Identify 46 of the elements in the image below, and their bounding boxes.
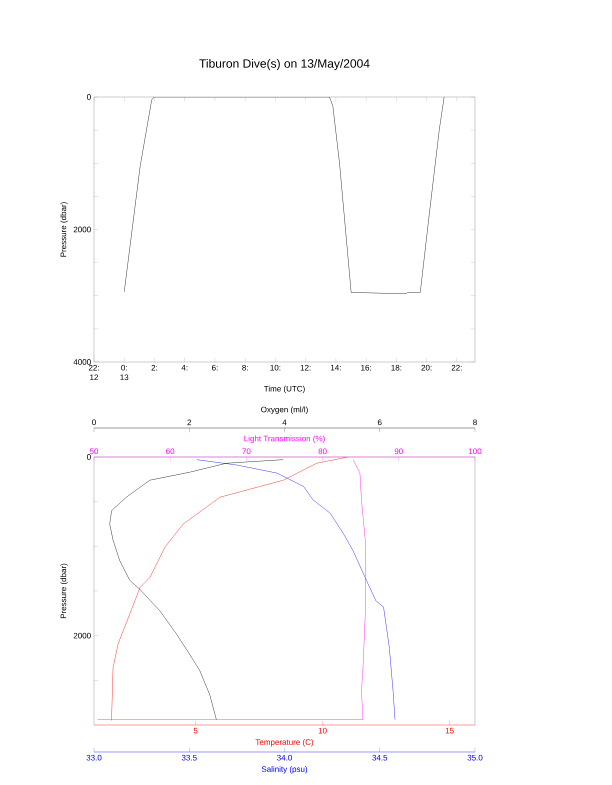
- y-tick-label: 4000: [74, 359, 91, 365]
- y-axis-title: Pressure (dbar): [60, 564, 68, 618]
- x-tick-label: 22: 12: [88, 364, 99, 380]
- x-tick-label: 33.5: [182, 754, 197, 761]
- x2-tick-label: 2: [187, 420, 192, 426]
- x-tick-label: 18:: [391, 364, 402, 371]
- y-tick-label: 2000: [74, 226, 91, 232]
- x2-tick-label: 50: [90, 448, 98, 454]
- line-series: [124, 97, 444, 294]
- x2-tick-label: 90: [394, 448, 403, 454]
- x2-tick-label: 8: [473, 419, 477, 426]
- y-tick-label: 2000: [74, 632, 91, 638]
- x-tick-label: 10: [318, 728, 327, 734]
- x-tick-label: 34.5: [372, 754, 388, 761]
- x-tick-label: 35.0: [468, 754, 482, 761]
- x2-tick-label: 6: [378, 419, 382, 426]
- x2-axis-title: Light Transmission (%): [244, 435, 325, 443]
- x-tick-label: 14:: [330, 364, 341, 370]
- y-axis-title: Pressure (dbar): [60, 202, 68, 257]
- x-tick-label: 6:: [212, 364, 218, 371]
- x2-tick-label: 100: [468, 448, 482, 454]
- x-tick-label: 12:: [300, 364, 310, 370]
- x-axis-title: Salinity (psu): [262, 766, 308, 774]
- x-tick-label: 4:: [182, 364, 188, 370]
- x-tick-label: 5: [194, 728, 198, 734]
- x-tick-label: 0: 13: [120, 364, 128, 380]
- x-tick-label: 22:: [452, 364, 462, 370]
- x-tick-label: 34.0: [277, 754, 292, 761]
- y-tick-label: 0: [87, 454, 91, 460]
- x-tick-label: 2:: [152, 364, 158, 370]
- y-tick-label: 0: [87, 94, 91, 100]
- x-tick-label: 8:: [242, 364, 248, 371]
- x-tick-label: 10:: [270, 364, 280, 371]
- chart-title: Tiburon Dive(s) on 13/May/2004: [199, 58, 370, 70]
- x-axis-title: Time (UTC): [264, 386, 305, 394]
- x2-tick-label: 60: [166, 448, 174, 454]
- x2-tick-label: 0: [92, 419, 96, 426]
- x-tick-label: 15: [446, 728, 454, 734]
- x2-axis-title: Oxygen (ml/l): [261, 406, 308, 414]
- x-tick-label: 20:: [421, 364, 432, 371]
- x-tick-label: 33.0: [86, 754, 102, 761]
- x2-tick-label: 4: [282, 420, 286, 426]
- x-axis-title: Temperature (C): [256, 739, 314, 747]
- x2-tick-label: 70: [242, 448, 251, 454]
- x-tick-label: 16:: [361, 364, 371, 371]
- x2-tick-label: 80: [318, 448, 327, 454]
